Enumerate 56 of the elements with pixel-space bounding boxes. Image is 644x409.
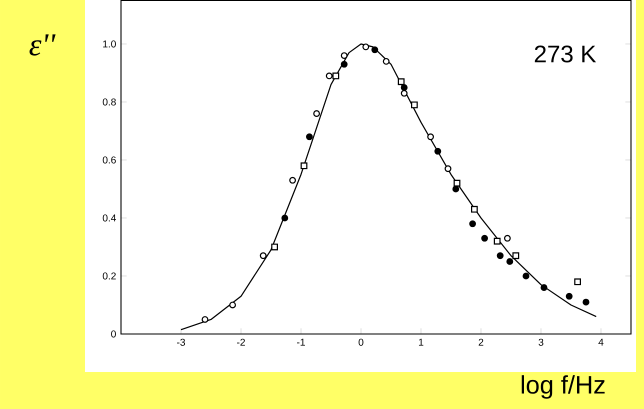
point: [566, 292, 573, 300]
point: [229, 302, 236, 308]
y-tick-label: 0.8: [102, 98, 116, 106]
point: [382, 58, 390, 65]
x-tick-label: 3: [538, 338, 544, 346]
point: [289, 176, 296, 184]
point: [340, 52, 348, 59]
line-series: [180, 43, 597, 330]
point: [494, 238, 501, 245]
point: [496, 252, 504, 260]
point: [340, 60, 348, 68]
y-tick-label: 0: [111, 330, 116, 338]
point: [522, 272, 530, 280]
point: [427, 133, 434, 140]
point: [574, 278, 581, 286]
point: [281, 214, 288, 222]
point: [540, 284, 548, 291]
y-tick-label: 1.0: [103, 40, 116, 48]
point: [506, 258, 514, 265]
point: [313, 110, 320, 117]
x-tick-label: 1: [418, 338, 424, 346]
point: [471, 206, 478, 213]
point: [452, 186, 460, 192]
point: [271, 244, 278, 250]
point: [202, 316, 208, 323]
x-tick-label: 0: [358, 338, 364, 346]
x-tick-label: 4: [598, 338, 604, 346]
point: [398, 78, 405, 86]
point: [481, 234, 488, 242]
annotation: 273 K: [534, 45, 596, 62]
point: [362, 43, 370, 50]
point: [400, 90, 408, 97]
point: [444, 165, 452, 172]
x-tick-label: 2: [478, 338, 484, 346]
point: [306, 133, 313, 140]
x-tick-label: -3: [176, 338, 186, 346]
y-tick-label: 0.4: [102, 214, 116, 222]
point: [434, 148, 442, 155]
point: [326, 72, 333, 80]
point: [582, 298, 590, 306]
point: [469, 220, 476, 228]
y-axis-title: ε'': [30, 34, 56, 56]
y-tick-label: 0.6: [102, 156, 116, 164]
point: [454, 180, 460, 187]
point: [411, 101, 418, 108]
x-axis-title: log f/Hz: [522, 375, 605, 399]
point: [400, 84, 408, 91]
y-tick-label: 0.2: [102, 272, 116, 280]
x-tick-label: -2: [236, 338, 245, 346]
point: [260, 252, 267, 260]
point: [300, 162, 308, 170]
point: [504, 234, 511, 242]
point: [512, 252, 520, 260]
point: [371, 46, 378, 54]
point: [332, 72, 340, 80]
x-tick-label: -1: [296, 338, 305, 346]
